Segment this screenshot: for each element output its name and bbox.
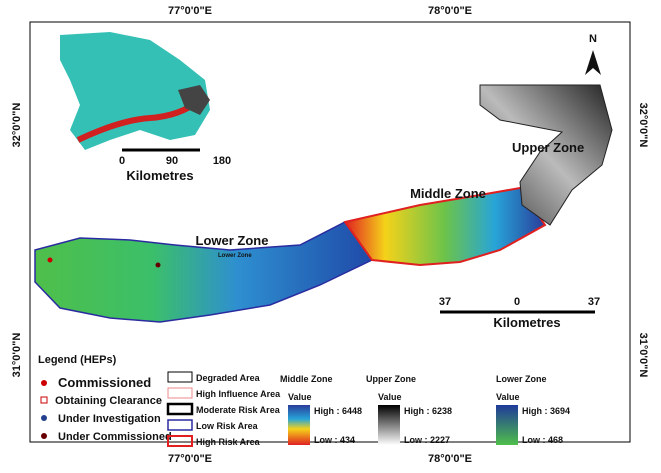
scale-unit: Kilometres — [493, 315, 560, 330]
legend-symbol — [41, 397, 47, 403]
zone-label: Middle Zone — [410, 186, 486, 201]
legend-symbol — [41, 380, 47, 386]
scale-tick: 0 — [119, 155, 125, 167]
ramp-low: Low : 434 — [314, 435, 355, 445]
area-swatch — [168, 388, 192, 398]
scale-unit: Kilometres — [126, 168, 193, 183]
area-item: High Risk Area — [196, 437, 261, 447]
ramp-high: High : 6448 — [314, 406, 362, 416]
zone-label: Upper Zone — [512, 140, 584, 155]
ramp-value: Value — [288, 392, 312, 402]
ramp-high: High : 6238 — [404, 406, 452, 416]
area-swatch — [168, 372, 192, 382]
legend-item: Commissioned — [58, 375, 151, 390]
legend-item: Under Commissioned — [58, 431, 172, 443]
ramp-bar — [378, 405, 400, 445]
ramp-value: Value — [378, 392, 402, 402]
north-arrow — [585, 50, 601, 75]
lon-label: 78°0'0"E — [428, 5, 472, 17]
area-swatch — [168, 404, 192, 414]
lat-label: 32°0'0"N — [11, 103, 23, 148]
area-item: Moderate Risk Area — [196, 405, 281, 415]
ramp-title: Upper Zone — [366, 374, 416, 384]
ramp-bar — [288, 405, 310, 445]
ramp-high: High : 3694 — [522, 406, 570, 416]
scale-tick: 0 — [514, 296, 520, 308]
lon-label: 77°0'0"E — [168, 453, 212, 465]
ramp-value: Value — [496, 392, 520, 402]
north-label: N — [589, 33, 597, 45]
ramp-title: Lower Zone — [496, 374, 547, 384]
legend-title: Legend (HEPs) — [38, 354, 117, 366]
legend-item: Under Investigation — [58, 413, 161, 425]
legend-symbol — [41, 415, 47, 421]
scale-tick: 180 — [213, 155, 231, 167]
lat-label: 31°0'0"N — [11, 333, 23, 378]
legend-item: Obtaining Clearance — [55, 395, 162, 407]
ramp-low: Low : 2227 — [404, 435, 450, 445]
ramp-low: Low : 468 — [522, 435, 563, 445]
ramp-title: Middle Zone — [280, 374, 333, 384]
lon-label: 78°0'0"E — [428, 453, 472, 465]
lat-label: 32°0'0"N — [637, 103, 649, 148]
scale-tick: 90 — [166, 155, 178, 167]
zone-label-small: Lower Zone — [218, 253, 252, 259]
scale-tick: 37 — [439, 296, 451, 308]
legend-symbol — [41, 433, 47, 439]
area-item: High Influence Area — [196, 389, 281, 399]
lat-label: 31°0'0"N — [637, 333, 649, 378]
lon-label: 77°0'0"E — [168, 5, 212, 17]
area-item: Degraded Area — [196, 373, 261, 383]
hep-point — [48, 258, 53, 263]
area-item: Low Risk Area — [196, 421, 259, 431]
scale-tick: 37 — [588, 296, 600, 308]
zone-label: Lower Zone — [196, 233, 269, 248]
area-swatch — [168, 420, 192, 430]
hep-point — [156, 263, 161, 268]
ramp-bar — [496, 405, 518, 445]
map: 77°0'0"E 78°0'0"E 77°0'0"E 78°0'0"E 32°0… — [0, 0, 661, 468]
